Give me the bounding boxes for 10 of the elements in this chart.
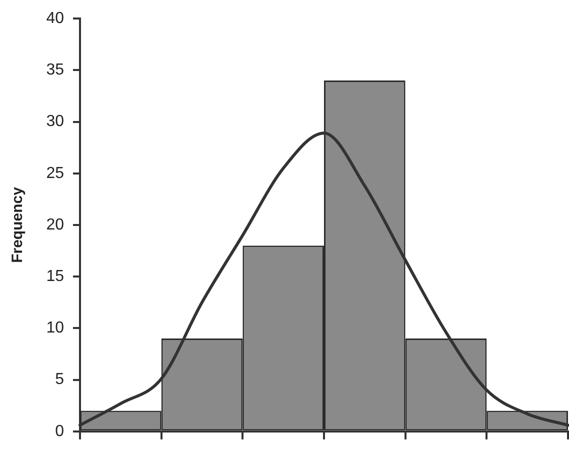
y-tick-label: 25 (46, 164, 64, 182)
y-tick-label: 40 (46, 10, 64, 28)
y-tick-label: 15 (46, 268, 64, 286)
y-axis-title: Frequency (9, 186, 26, 263)
y-tick-label: 35 (46, 62, 64, 79)
y-tick-label: 20 (46, 216, 64, 234)
y-tick-label: 0 (55, 422, 64, 440)
y-tick-label: 30 (46, 113, 64, 130)
y-tick-label: 10 (46, 320, 64, 337)
y-tick-label: 5 (55, 371, 64, 388)
